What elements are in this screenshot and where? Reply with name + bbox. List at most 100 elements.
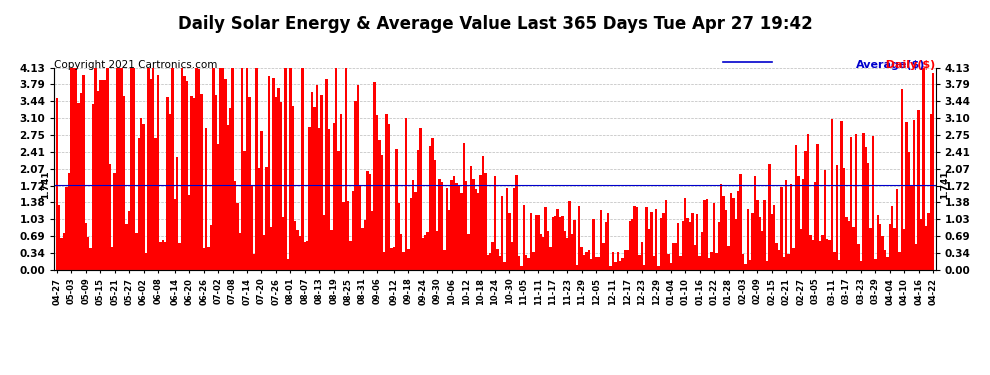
Bar [612, 252, 614, 270]
Bar [730, 194, 733, 270]
Bar [652, 256, 655, 270]
Bar [672, 243, 674, 270]
Bar [207, 247, 210, 270]
Bar [299, 236, 301, 270]
Bar [444, 250, 446, 270]
Bar [301, 68, 304, 270]
Bar [306, 242, 309, 270]
Bar [239, 233, 241, 270]
Bar [542, 237, 545, 270]
Bar [558, 217, 561, 270]
Bar [737, 191, 740, 270]
Bar [452, 176, 455, 270]
Bar [424, 236, 427, 270]
Bar [590, 260, 592, 270]
Bar [99, 80, 101, 270]
Bar [694, 245, 696, 270]
Bar [75, 68, 77, 270]
Bar [575, 265, 578, 270]
Bar [605, 222, 607, 270]
Bar [523, 205, 525, 270]
Bar [143, 124, 145, 270]
Bar [193, 98, 195, 270]
Bar [345, 68, 346, 270]
Bar [792, 248, 795, 270]
Bar [655, 209, 657, 270]
Bar [267, 76, 270, 270]
Bar [535, 214, 538, 270]
Bar [92, 104, 94, 270]
Bar [292, 106, 294, 270]
Bar [244, 152, 246, 270]
Bar [679, 255, 681, 270]
Bar [412, 180, 415, 270]
Bar [217, 144, 220, 270]
Bar [368, 174, 371, 270]
Bar [698, 256, 701, 270]
Bar [703, 200, 706, 270]
Bar [867, 163, 869, 270]
Bar [128, 211, 131, 270]
Bar [376, 115, 378, 270]
Bar [121, 68, 123, 270]
Bar [696, 214, 698, 270]
Bar [351, 191, 354, 270]
Bar [930, 114, 932, 270]
Bar [881, 236, 884, 270]
Bar [60, 238, 63, 270]
Bar [253, 254, 255, 270]
Bar [915, 244, 918, 270]
Bar [711, 252, 713, 270]
Bar [879, 224, 881, 270]
Bar [597, 257, 600, 270]
Bar [441, 182, 444, 270]
Bar [427, 232, 429, 270]
Bar [525, 255, 528, 270]
Bar [111, 248, 114, 270]
Bar [573, 220, 575, 270]
Bar [600, 210, 602, 270]
Bar [614, 262, 617, 270]
Bar [289, 68, 292, 270]
Bar [634, 206, 636, 270]
Bar [140, 118, 143, 270]
Bar [812, 240, 814, 270]
Bar [691, 213, 694, 270]
Bar [893, 228, 896, 270]
Bar [400, 234, 402, 270]
Text: Daily Solar Energy & Average Value Last 365 Days Tue Apr 27 19:42: Daily Solar Energy & Average Value Last … [177, 15, 813, 33]
Bar [417, 150, 419, 270]
Bar [166, 97, 169, 270]
Bar [499, 256, 501, 270]
Bar [272, 78, 275, 270]
Bar [841, 122, 842, 270]
Bar [647, 229, 650, 270]
Bar [756, 200, 758, 270]
Bar [644, 265, 645, 270]
Bar [908, 152, 910, 270]
Bar [257, 168, 260, 270]
Bar [479, 175, 482, 270]
Bar [800, 229, 802, 270]
Bar [508, 213, 511, 270]
Bar [862, 134, 864, 270]
Text: Copyright 2021 Cartronics.com: Copyright 2021 Cartronics.com [54, 60, 218, 70]
Bar [538, 214, 540, 270]
Bar [361, 228, 363, 270]
Bar [215, 94, 217, 270]
Bar [465, 182, 467, 270]
Bar [114, 173, 116, 270]
Bar [778, 251, 780, 270]
Bar [343, 202, 345, 270]
Bar [346, 201, 349, 270]
Bar [55, 98, 58, 270]
Bar [220, 68, 222, 270]
Bar [763, 200, 766, 270]
Bar [728, 246, 730, 270]
Bar [753, 176, 756, 270]
Bar [186, 81, 188, 270]
Bar [571, 234, 573, 270]
Bar [742, 254, 744, 270]
Bar [448, 210, 450, 270]
Bar [159, 242, 161, 270]
